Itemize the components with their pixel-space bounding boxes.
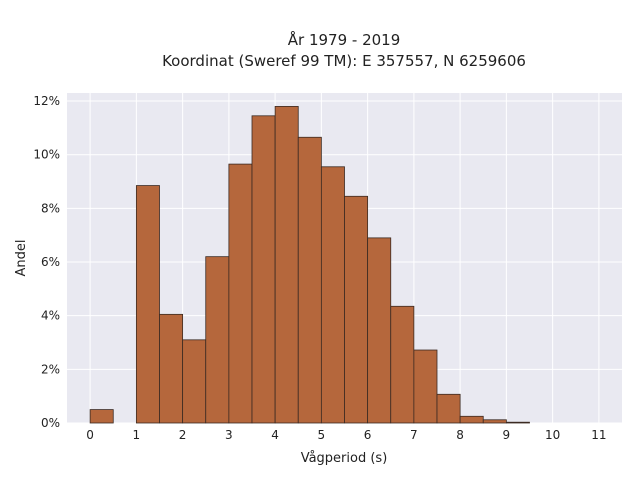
histogram-bar [89, 409, 114, 424]
histogram-bar [436, 393, 461, 424]
histogram-bar [228, 163, 253, 424]
x-tick-label: 11 [591, 428, 606, 442]
histogram-bar [159, 313, 184, 424]
y-tick-label: 0% [41, 416, 60, 430]
y-tick-labels: 0% 2% 4% 6% 8% 10% 12% [33, 94, 60, 430]
histogram-bar [320, 166, 345, 424]
y-tick-label: 4% [41, 309, 60, 323]
x-tick-label: 5 [318, 428, 326, 442]
x-axis-label: Vågperiod (s) [301, 451, 388, 466]
x-tick-label: 2 [179, 428, 187, 442]
y-tick-label: 6% [41, 255, 60, 269]
y-tick-label: 12% [33, 94, 60, 108]
x-tick-labels: 0 1 2 3 4 5 6 7 8 9 10 11 [86, 428, 606, 442]
x-tick-label: 3 [225, 428, 233, 442]
y-tick-label: 2% [41, 362, 60, 376]
x-tick-label: 9 [503, 428, 511, 442]
bars [89, 106, 530, 424]
x-tick-label: 7 [410, 428, 418, 442]
x-tick-label: 6 [364, 428, 372, 442]
x-tick-label: 1 [133, 428, 141, 442]
histogram-bar [459, 415, 484, 424]
histogram-bar [344, 195, 369, 424]
histogram-bar [182, 339, 207, 424]
histogram-bar [413, 349, 438, 424]
chart-title-line-2: Koordinat (Sweref 99 TM): E 357557, N 62… [162, 52, 526, 70]
histogram-bar [367, 237, 392, 424]
y-tick-label: 8% [41, 201, 60, 215]
histogram-bar [505, 421, 530, 424]
histogram-bar [251, 115, 276, 424]
x-tick-label: 10 [545, 428, 560, 442]
x-tick-label: 8 [456, 428, 464, 442]
y-tick-label: 10% [33, 148, 60, 162]
x-tick-label: 0 [86, 428, 94, 442]
histogram-bar [205, 256, 230, 424]
histogram-bar [390, 305, 415, 424]
histogram-bar [135, 185, 160, 424]
histogram-bar [482, 419, 507, 424]
y-axis-label: Andel [14, 240, 29, 277]
chart-title-line-1: År 1979 - 2019 [288, 30, 401, 49]
x-tick-label: 4 [271, 428, 279, 442]
histogram-bar [274, 106, 299, 424]
histogram-bar [297, 136, 322, 424]
